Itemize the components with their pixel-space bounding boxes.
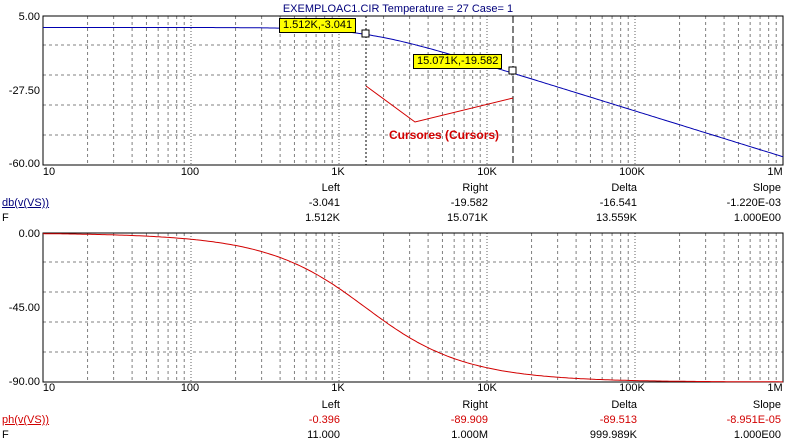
db-slope-value: -1.220E-03 bbox=[726, 197, 781, 209]
x-tick-bottom-1k: 1K bbox=[331, 382, 345, 394]
right-cursor-label: 15.071K,-19.582 bbox=[413, 54, 503, 69]
row-label-f: F bbox=[2, 429, 9, 441]
x-tick-bottom-10k: 10K bbox=[477, 382, 497, 394]
cursor-annotation: Cursores (Cursors) bbox=[389, 128, 500, 142]
f-right-value: 15.071K bbox=[447, 212, 488, 224]
col-header-slope: Slope bbox=[752, 399, 781, 411]
left-cursor-label: 1.512K,-3.041 bbox=[279, 18, 357, 33]
magnitude-plot-frame bbox=[42, 15, 784, 166]
col-header-slope: Slope bbox=[752, 182, 781, 194]
cursor-annotation-pointer bbox=[365, 85, 514, 123]
ph-left-value: -0.396 bbox=[308, 414, 340, 426]
f-delta-value: 999.989K bbox=[589, 429, 637, 441]
f-delta-value: 13.559K bbox=[596, 212, 637, 224]
ph-right-value: -89.909 bbox=[450, 414, 488, 426]
x-tick-top-100k: 100K bbox=[619, 166, 645, 178]
f-slope-value: 1.000E00 bbox=[733, 212, 781, 224]
ph-slope-value: -8.951E-05 bbox=[726, 414, 781, 426]
phase-cursor-table: Left Right Delta Slope ph(v(VS)) -0.396 … bbox=[0, 399, 796, 447]
y-tick-top-mid: -27.50 bbox=[8, 85, 40, 97]
row-label-db[interactable]: db(v(VS)) bbox=[2, 197, 50, 209]
x-tick-top-100: 100 bbox=[180, 166, 200, 178]
right-cursor-marker[interactable] bbox=[508, 66, 517, 75]
x-tick-top-1m: 1M bbox=[767, 166, 783, 178]
y-tick-bottom-min: -90.00 bbox=[8, 376, 40, 388]
col-header-right: Right bbox=[462, 182, 488, 194]
x-tick-top-1k: 1K bbox=[331, 166, 345, 178]
f-right-value: 1.000M bbox=[451, 429, 488, 441]
y-tick-bottom-mid: -45.00 bbox=[8, 302, 40, 314]
y-tick-top-min: -60.00 bbox=[8, 158, 40, 170]
phase-trace[interactable] bbox=[42, 233, 783, 383]
x-tick-top-10k: 10K bbox=[477, 166, 497, 178]
left-cursor-marker[interactable] bbox=[361, 29, 370, 38]
magnitude-trace[interactable] bbox=[43, 27, 784, 158]
f-left-value: 11.000 bbox=[307, 429, 340, 441]
f-left-value: 1.512K bbox=[305, 212, 340, 224]
plot-title: EXEMPLOAC1.CIR Temperature = 27 Case= 1 bbox=[282, 3, 514, 15]
y-tick-top-max: 5.00 bbox=[18, 11, 40, 23]
x-tick-bottom-100: 100 bbox=[180, 382, 200, 394]
col-header-delta: Delta bbox=[611, 182, 637, 194]
magnitude-plot-grid bbox=[43, 16, 783, 165]
phase-plot-frame bbox=[42, 232, 784, 383]
f-slope-value: 1.000E00 bbox=[733, 429, 781, 441]
y-tick-bottom-max: 0.00 bbox=[18, 228, 40, 240]
col-header-left: Left bbox=[321, 399, 340, 411]
db-right-value: -19.582 bbox=[450, 197, 488, 209]
db-left-value: -3.041 bbox=[308, 197, 340, 209]
x-tick-bottom-1m: 1M bbox=[767, 382, 783, 394]
x-tick-top-10: 10 bbox=[42, 166, 56, 178]
row-label-f: F bbox=[2, 212, 9, 224]
row-label-ph[interactable]: ph(v(VS)) bbox=[2, 414, 50, 426]
x-tick-bottom-10: 10 bbox=[42, 382, 56, 394]
col-header-left: Left bbox=[321, 182, 340, 194]
db-delta-value: -16.541 bbox=[599, 197, 637, 209]
col-header-delta: Delta bbox=[611, 399, 637, 411]
col-header-right: Right bbox=[462, 399, 488, 411]
magnitude-cursor-table: Left Right Delta Slope db(v(VS)) -3.041 … bbox=[0, 182, 796, 230]
ph-delta-value: -89.513 bbox=[599, 414, 637, 426]
phase-plot-grid bbox=[43, 233, 783, 382]
x-tick-bottom-100k: 100K bbox=[619, 382, 645, 394]
